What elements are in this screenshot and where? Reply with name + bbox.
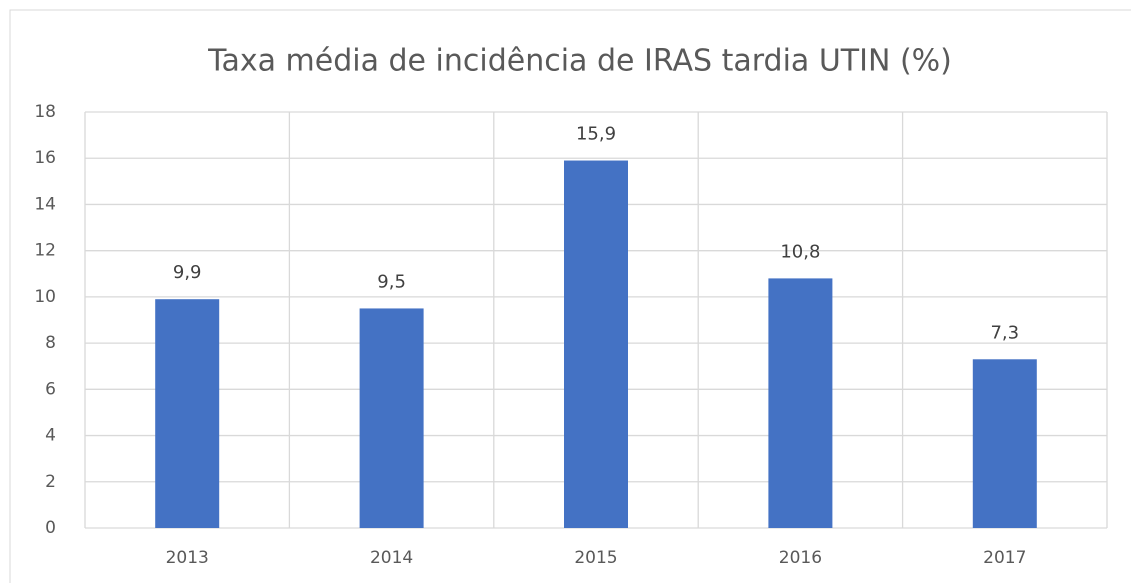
chart-title: Taxa média de incidência de IRAS tardia … [207,44,952,79]
data-label: 9,5 [377,271,406,292]
data-label: 10,8 [780,241,820,262]
bar [768,278,833,528]
y-tick-label: 2 [45,472,56,492]
x-tick-label: 2017 [983,548,1026,568]
y-tick-label: 16 [34,148,56,168]
y-tick-label: 12 [34,241,56,261]
bar [155,299,220,528]
y-tick-label: 14 [34,194,56,214]
y-tick-label: 0 [45,518,56,538]
y-tick-label: 8 [45,333,56,353]
bar [564,160,628,529]
data-label: 7,3 [990,322,1019,343]
data-label: 9,9 [173,262,202,283]
x-tick-label: 2013 [166,548,209,568]
data-label: 15,9 [576,124,616,145]
bar [972,359,1037,528]
x-tick-label: 2014 [370,548,413,568]
y-tick-label: 10 [34,287,56,307]
x-tick-label: 2016 [779,548,822,568]
x-tick-label: 2015 [574,548,617,568]
y-tick-label: 6 [45,379,56,399]
y-tick-label: 4 [45,426,56,446]
y-tick-label: 18 [34,102,56,122]
bar [359,308,424,528]
